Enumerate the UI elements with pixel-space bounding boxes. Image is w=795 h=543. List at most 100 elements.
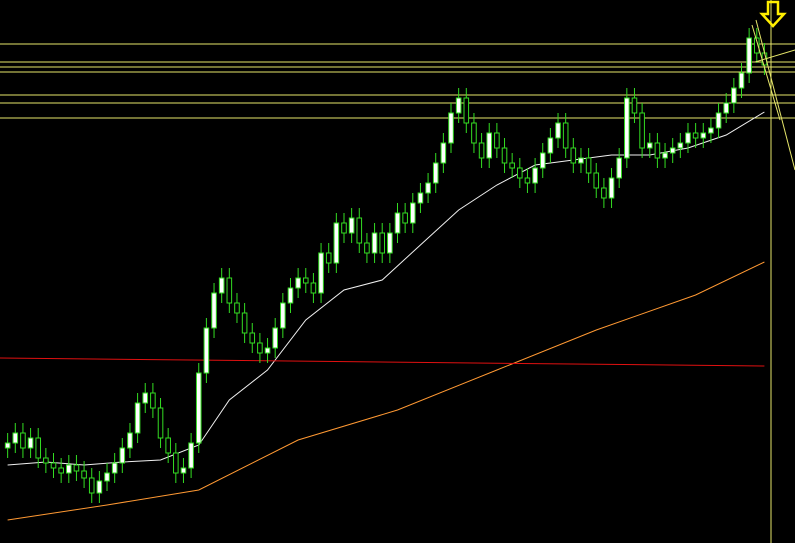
candle-body	[753, 37, 760, 54]
candle-body	[417, 192, 424, 204]
candle-body	[318, 252, 324, 294]
candle-body	[532, 167, 538, 184]
moving-average-line	[7, 111, 765, 466]
candle-body	[211, 292, 217, 329]
candle-body	[356, 217, 363, 244]
candle-body	[241, 312, 248, 334]
candle-body	[494, 132, 500, 149]
candle-body	[723, 102, 729, 114]
candle-body	[608, 177, 615, 199]
candle-body	[639, 112, 645, 149]
candle-body	[601, 187, 607, 199]
candle-body	[188, 442, 194, 469]
candle-body	[142, 392, 149, 404]
candle-body	[478, 142, 485, 159]
candle-body	[203, 327, 210, 374]
candle-body	[379, 232, 386, 254]
candle-body	[394, 212, 401, 234]
candle-body	[165, 437, 171, 454]
candle-body	[134, 402, 141, 434]
candle-body	[593, 172, 600, 189]
candle-body	[50, 462, 57, 469]
candle-body	[310, 282, 317, 294]
candle-body	[234, 302, 240, 314]
candle-body	[662, 152, 668, 159]
candle-body	[524, 177, 531, 184]
candle-body	[157, 407, 164, 439]
candle-body	[249, 332, 256, 344]
candle-body	[20, 432, 26, 449]
candle-body	[616, 157, 622, 179]
candle-body	[264, 347, 271, 354]
candle-body	[173, 452, 179, 474]
candle-body	[35, 437, 42, 459]
candle-body	[88, 477, 95, 494]
candle-body	[578, 157, 584, 164]
candle-body	[333, 222, 340, 264]
candle-body	[287, 287, 294, 304]
candle-body	[12, 432, 19, 444]
candle-body	[58, 467, 64, 474]
candle-body	[4, 442, 11, 449]
candle-body	[547, 137, 554, 154]
candle-body	[471, 122, 477, 144]
candle-body	[180, 467, 187, 474]
candle-body	[631, 97, 638, 114]
candle-body	[486, 132, 493, 159]
candle-body	[700, 132, 707, 139]
candle-body	[27, 437, 34, 449]
candle-body	[119, 447, 126, 464]
candle-body	[669, 147, 676, 154]
candle-body	[150, 392, 156, 409]
candle-body	[295, 277, 301, 289]
candle-body	[325, 252, 332, 264]
candle-body	[195, 372, 202, 444]
moving-average-line	[7, 261, 765, 521]
candle-body	[409, 202, 416, 224]
candle-body	[280, 302, 286, 329]
candle-body	[302, 277, 309, 284]
candle-body	[226, 277, 233, 304]
candle-body	[517, 167, 523, 179]
candle-body	[364, 242, 370, 254]
candle-body	[501, 147, 508, 164]
candle-body	[272, 327, 278, 349]
trend-line	[755, 19, 795, 171]
candle-body	[81, 470, 87, 479]
candle-body	[731, 87, 737, 104]
candle-body	[341, 222, 347, 234]
candle-body	[387, 232, 393, 254]
candle-body	[585, 157, 592, 174]
candle-body	[43, 457, 49, 464]
candle-body	[570, 147, 577, 164]
candle-body	[509, 162, 515, 169]
candle-body	[646, 142, 653, 149]
candle-body	[73, 464, 80, 472]
candle-body	[402, 212, 408, 224]
arrow-marker	[759, 0, 787, 28]
candle-body	[104, 472, 110, 482]
candle-body	[715, 112, 722, 129]
moving-average-line	[0, 357, 765, 367]
candle-body	[66, 464, 72, 474]
candle-body	[127, 432, 133, 449]
trend-line	[754, 49, 795, 63]
candle-body	[708, 127, 714, 134]
candle-body	[348, 217, 355, 234]
candle-body	[738, 72, 745, 89]
candle-body	[440, 142, 447, 164]
candle-body	[111, 462, 118, 474]
trend-line	[751, 24, 781, 121]
candle-body	[96, 480, 103, 494]
candle-body	[432, 162, 439, 184]
candle-body	[455, 97, 462, 114]
candle-body	[257, 342, 263, 354]
candle-body	[624, 97, 630, 159]
candle-body	[654, 142, 661, 159]
candle-body	[562, 122, 569, 149]
candle-body	[539, 152, 546, 169]
candle-body	[677, 142, 684, 149]
candle-body	[463, 97, 470, 124]
